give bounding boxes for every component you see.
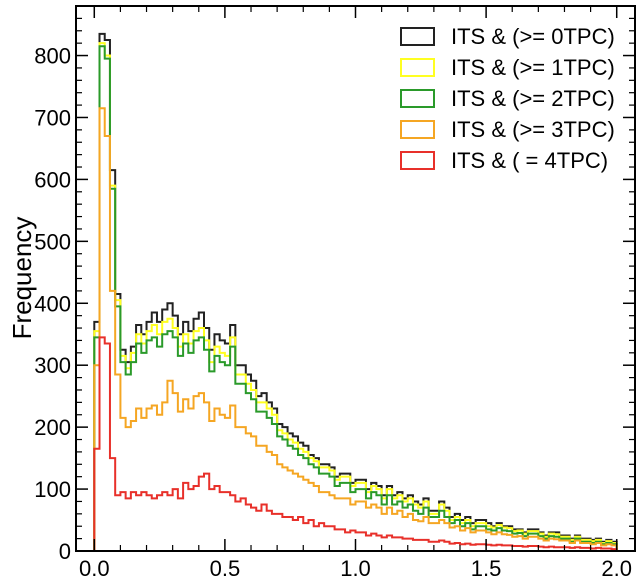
y-tick-label: 400 bbox=[34, 291, 71, 316]
series-line-4 bbox=[93, 336, 618, 551]
y-tick-label: 300 bbox=[34, 353, 71, 378]
legend-label: ITS & ( = 4TPC) bbox=[451, 148, 608, 173]
y-tick-label: 500 bbox=[34, 229, 71, 254]
series-line-0 bbox=[93, 32, 618, 551]
y-tick-label: 100 bbox=[34, 477, 71, 502]
ticks-layer: 0.0 0.5 1.0 1.5 2.0 0 100 200 300 400 500 600 700 800 bbox=[34, 6, 635, 581]
y-axis-title: Frequency bbox=[7, 217, 37, 340]
series-line-2 bbox=[93, 45, 618, 551]
legend-label: ITS & (>= 3TPC) bbox=[451, 117, 615, 142]
legend-swatch bbox=[400, 89, 435, 108]
legend-swatch bbox=[400, 27, 435, 46]
series-layer bbox=[93, 32, 618, 551]
legend-swatch bbox=[400, 58, 435, 77]
legend-swatch bbox=[400, 120, 435, 139]
legend-swatch bbox=[400, 151, 435, 170]
y-tick-label: 700 bbox=[34, 105, 71, 130]
x-tick-label: 1.5 bbox=[471, 556, 502, 581]
legend-label: ITS & (>= 0TPC) bbox=[451, 24, 615, 49]
legend: ITS & (>= 0TPC) ITS & (>= 1TPC) ITS & (>= … bbox=[400, 24, 615, 173]
legend-label: ITS & (>= 2TPC) bbox=[451, 86, 615, 111]
y-tick-label: 0 bbox=[59, 539, 71, 564]
x-tick-label: 1.0 bbox=[340, 556, 371, 581]
y-tick-label: 200 bbox=[34, 415, 71, 440]
x-tick-label: 0.0 bbox=[79, 556, 110, 581]
y-tick-label: 800 bbox=[34, 44, 71, 69]
y-tick-label: 600 bbox=[34, 167, 71, 192]
x-tick-label: 2.0 bbox=[601, 556, 632, 581]
x-tick-label: 0.5 bbox=[210, 556, 241, 581]
series-line-3 bbox=[93, 107, 618, 551]
legend-label: ITS & (>= 1TPC) bbox=[451, 55, 615, 80]
